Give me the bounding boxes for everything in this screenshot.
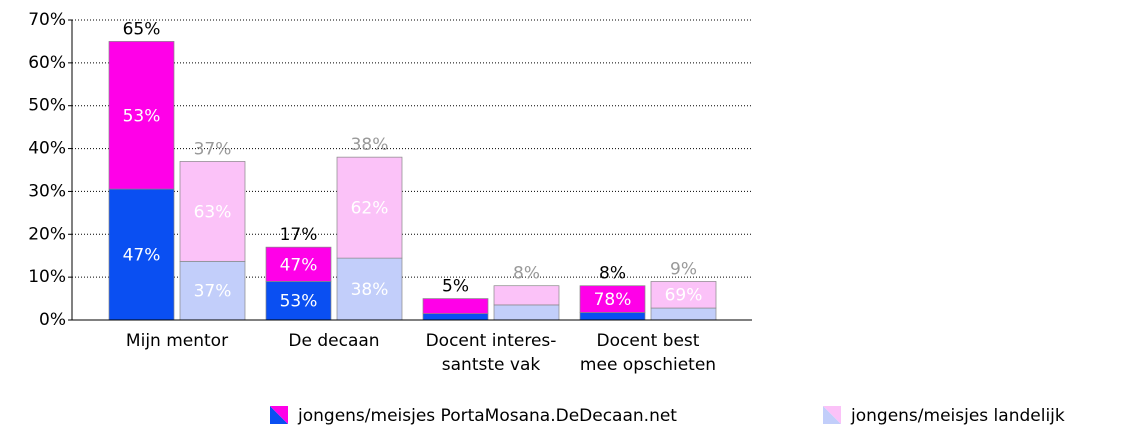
- x-tick-label: Mijn mentor: [126, 331, 228, 351]
- x-tick-label: mee opschieten: [580, 355, 716, 375]
- total-label: 37%: [194, 139, 232, 159]
- segment-label: 63%: [194, 202, 232, 222]
- x-tick-label: Docent best: [597, 331, 700, 351]
- segment-label: 78%: [594, 290, 632, 310]
- y-tick-label: 40%: [28, 139, 66, 159]
- segment-label: 53%: [123, 106, 161, 126]
- segment-label: 62%: [351, 199, 389, 219]
- legend-swatch: [823, 406, 841, 424]
- y-tick-label: 10%: [28, 267, 66, 287]
- bar-segment: [265, 246, 332, 282]
- total-label: 9%: [670, 259, 697, 279]
- y-tick-label: 30%: [28, 181, 66, 201]
- bar-segment: [336, 257, 403, 321]
- y-tick-label: 0%: [39, 310, 66, 330]
- segment-label: 47%: [123, 246, 161, 266]
- bar-segment: [650, 307, 717, 321]
- total-label: 8%: [599, 264, 626, 284]
- y-tick-label: 60%: [28, 53, 66, 73]
- bar-segment: [493, 285, 560, 306]
- segment-label: 47%: [280, 255, 318, 275]
- bar-segment: [108, 188, 175, 321]
- segment-label: 53%: [280, 292, 318, 312]
- bar-segment: [422, 313, 489, 321]
- y-tick-label: 70%: [28, 10, 66, 30]
- segment-label: 38%: [351, 280, 389, 300]
- x-tick-label: De decaan: [288, 331, 379, 351]
- bar-segment: [579, 285, 646, 313]
- segment-label: 69%: [665, 286, 703, 306]
- bar-segment: [336, 156, 403, 259]
- total-label: 8%: [513, 264, 540, 284]
- y-tick-label: 50%: [28, 96, 66, 116]
- bar-segment: [579, 312, 646, 321]
- total-label: 17%: [280, 225, 318, 245]
- total-label: 5%: [442, 277, 469, 297]
- y-tick-label: 20%: [28, 224, 66, 244]
- legend-swatch: [270, 406, 288, 424]
- segment-label: 37%: [194, 282, 232, 302]
- total-label: 65%: [123, 19, 161, 39]
- legend-label: jongens/meisjes landelijk: [850, 406, 1065, 426]
- legend-label: jongens/meisjes PortaMosana.DeDecaan.net: [297, 406, 677, 426]
- x-tick-label: santste vak: [442, 355, 541, 375]
- bar-segment: [179, 161, 246, 262]
- bar-segment: [422, 298, 489, 314]
- total-label: 38%: [351, 135, 389, 155]
- x-tick-label: Docent interes-: [426, 331, 557, 351]
- bar-segment: [493, 304, 560, 321]
- bar-segment: [650, 281, 717, 309]
- bar-segment: [265, 281, 332, 321]
- bar-segment: [108, 41, 175, 190]
